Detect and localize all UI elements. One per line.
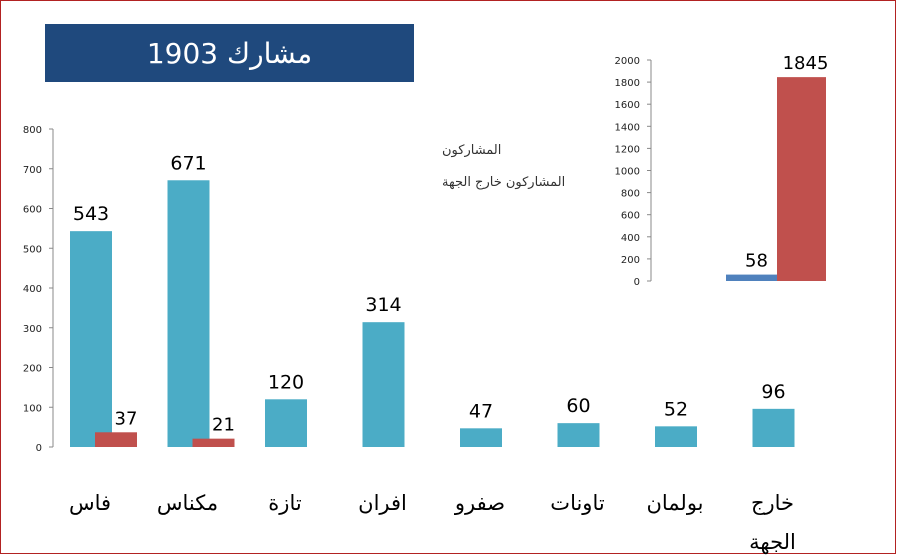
bar-primary — [460, 428, 502, 447]
inset-y-tick-label: 400 — [621, 233, 640, 244]
category-label: مكناس — [157, 491, 218, 515]
data-label: 60 — [566, 395, 590, 417]
title-banner: 1903 مشارك — [45, 24, 414, 82]
inset-y-tick-label: 800 — [621, 189, 640, 200]
inset-bar-outside — [726, 274, 777, 281]
data-label: 52 — [664, 398, 688, 420]
data-label: 47 — [469, 400, 493, 422]
bar-secondary — [95, 432, 137, 447]
data-label-secondary: 37 — [115, 408, 138, 429]
category-label: افران — [358, 491, 407, 515]
legend-label-participants: المشاركون — [442, 143, 502, 158]
data-label: 120 — [268, 371, 304, 393]
category-label: فاس — [69, 491, 111, 515]
category-label: تاونات — [550, 491, 605, 515]
bar-primary — [655, 426, 697, 447]
inset-y-tick-label: 200 — [621, 255, 640, 266]
y-tick-label: 800 — [23, 125, 42, 136]
y-tick-label: 700 — [23, 165, 42, 176]
inset-y-tick-label: 2000 — [615, 56, 640, 67]
bar-primary — [362, 322, 405, 447]
y-tick-label: 100 — [23, 403, 42, 414]
inset-data-label: 1845 — [783, 53, 829, 74]
inset-y-tick-label: 1200 — [615, 144, 640, 155]
inset-y-tick-label: 1800 — [615, 78, 640, 89]
bar-primary — [752, 408, 795, 447]
bar-primary — [265, 399, 307, 447]
y-tick-label: 200 — [23, 364, 42, 375]
category-label: تازة — [268, 491, 302, 515]
data-label: 96 — [761, 381, 785, 403]
inset-bar-participants — [777, 77, 826, 281]
category-label: صفرو — [454, 491, 505, 515]
y-tick-label: 400 — [23, 284, 42, 295]
y-tick-label: 500 — [23, 244, 42, 255]
inset-data-label: 58 — [745, 251, 768, 272]
data-label-secondary: 21 — [212, 415, 235, 436]
category-label: بولمان — [646, 491, 703, 515]
inset-y-tick-label: 1000 — [615, 167, 640, 178]
category-label-line2: الجهة — [749, 530, 796, 554]
chart-title: 1903 مشارك — [146, 36, 313, 70]
inset-y-tick-label: 1600 — [615, 100, 640, 111]
category-label: خارج — [751, 491, 794, 516]
legend-label-outside: المشاركون خارج الجهة — [442, 175, 566, 190]
inset-y-tick-label: 1400 — [615, 122, 640, 133]
y-tick-label: 300 — [23, 324, 42, 335]
bar-primary — [70, 231, 112, 447]
bar-primary — [557, 423, 600, 447]
y-tick-label: 600 — [23, 205, 42, 216]
y-tick-label: 0 — [36, 443, 42, 454]
data-label: 543 — [73, 203, 109, 225]
inset-y-tick-label: 600 — [621, 211, 640, 222]
bar-primary — [167, 180, 210, 447]
bar-secondary — [192, 438, 235, 447]
inset-y-tick-label: 0 — [634, 277, 640, 288]
data-label: 314 — [365, 294, 401, 316]
data-label: 671 — [170, 152, 206, 174]
